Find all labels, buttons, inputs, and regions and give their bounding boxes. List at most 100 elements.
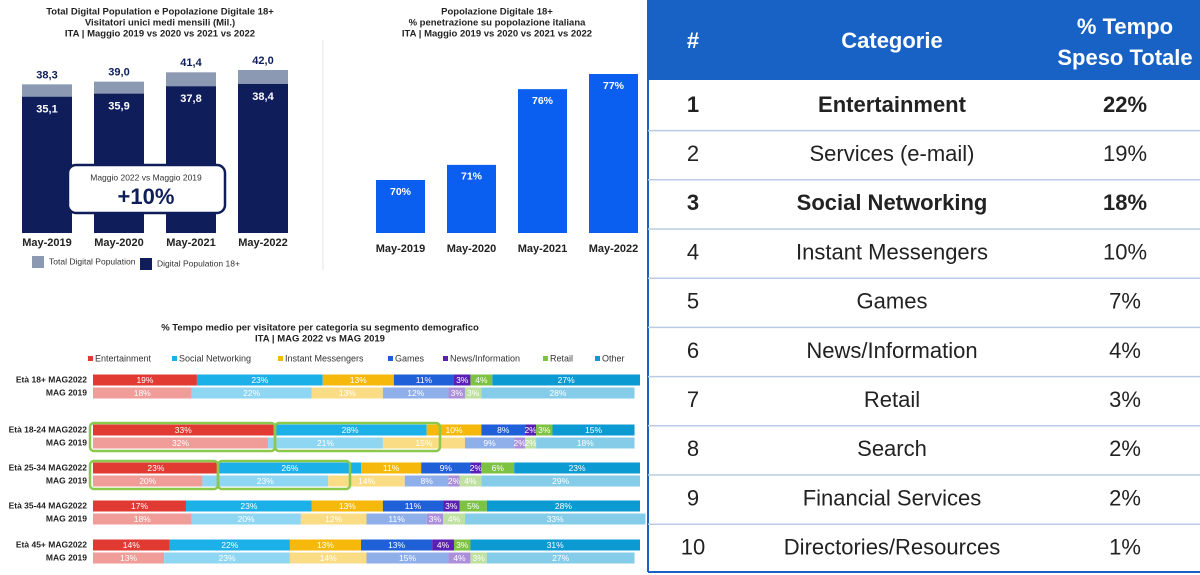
bar-segment (454, 539, 471, 551)
bar-segment (361, 462, 422, 474)
bar-segment (196, 374, 323, 386)
data-label: 3% (538, 425, 551, 435)
bar-segment (525, 424, 537, 436)
data-label: 8% (421, 476, 434, 486)
table-header: % Tempo (1077, 14, 1173, 39)
bar-segment (218, 462, 362, 474)
bar-segment (311, 500, 383, 512)
data-label: 17% (131, 501, 148, 511)
bar-segment (459, 500, 487, 512)
bar-segment (382, 437, 465, 449)
data-label: 3% (456, 375, 469, 385)
data-label: 23% (147, 463, 164, 473)
legend-label: Retail (550, 353, 573, 363)
annotation-box (66, 163, 227, 215)
data-label: 27% (552, 553, 569, 563)
bar-segment (366, 513, 427, 525)
bar (22, 96, 72, 234)
data-label: 11% (416, 375, 433, 385)
data-label: 2% (524, 425, 537, 435)
row-label: Età 45+ MAG2022 (16, 539, 87, 549)
bar-segment (93, 539, 170, 551)
data-label: 31% (547, 540, 564, 550)
row-label: MAG 2019 (46, 552, 87, 562)
data-label: 2% (524, 438, 537, 448)
row-label: Età 18-24 MAG2022 (9, 424, 88, 434)
bar-segment (322, 374, 394, 386)
data-label: 18% (134, 388, 151, 398)
x-tick-label: May-2020 (94, 237, 144, 249)
table-cell: 3 (687, 190, 699, 215)
bar-segment (536, 437, 635, 449)
data-label: 23% (219, 553, 236, 563)
annotation-value: +10% (118, 184, 175, 209)
bar-segment (552, 424, 635, 436)
data-label: 4% (464, 476, 477, 486)
data-label: 9% (440, 463, 453, 473)
table-header: Categorie (841, 28, 942, 53)
legend-label: Games (395, 353, 425, 363)
bar (589, 74, 638, 233)
data-label: 3% (445, 501, 458, 511)
data-label: 4% (448, 514, 461, 524)
legend-swatch (88, 356, 93, 361)
bar-segment (470, 462, 482, 474)
data-label: 28% (342, 425, 359, 435)
bar-segment (404, 475, 449, 487)
data-label: 13% (339, 388, 356, 398)
data-label: 15% (415, 438, 432, 448)
data-label: 37,8 (180, 93, 201, 105)
bar-segment (421, 462, 471, 474)
highlight-box (273, 421, 442, 453)
bar-segment (486, 500, 640, 512)
data-label: 38,3 (36, 69, 57, 81)
bar-segment (202, 475, 329, 487)
data-label: 18% (577, 438, 594, 448)
data-label: 27% (558, 375, 575, 385)
data-label: 3% (429, 514, 442, 524)
row-label: MAG 2019 (46, 513, 87, 523)
data-label: 3% (472, 553, 485, 563)
bar-segment (464, 437, 515, 449)
bar-segment (328, 475, 405, 487)
bar-segment (448, 552, 471, 564)
bar-segment (93, 374, 197, 386)
row-label: Età 25-34 MAG2022 (9, 462, 88, 472)
data-label: 13% (388, 540, 405, 550)
bar-segment (273, 424, 427, 436)
data-label: 3% (451, 388, 464, 398)
table-cell: 8 (687, 436, 699, 461)
data-label: 23% (240, 501, 257, 511)
x-tick-label: May-2019 (22, 237, 72, 249)
table-cell: Retail (864, 387, 920, 412)
data-label: 15% (585, 425, 602, 435)
data-label: 28% (549, 388, 566, 398)
bar-segment (361, 539, 433, 551)
x-tick-label: May-2021 (166, 237, 216, 249)
bar-segment (525, 437, 537, 449)
highlight-box (216, 459, 352, 491)
data-label: 14% (320, 553, 337, 563)
x-tick-label: May-2020 (447, 243, 497, 255)
bar-segment (464, 513, 646, 525)
table-cell: Directories/Resources (784, 535, 1000, 560)
bar-segment (93, 387, 192, 399)
bar-segment (481, 475, 640, 487)
chart-title: ITA | Maggio 2019 vs 2020 vs 2021 vs 202… (65, 29, 255, 40)
data-label: 38,4 (252, 91, 274, 103)
data-label: 70% (390, 186, 412, 198)
data-label: 39,0 (108, 67, 129, 79)
table-cell: 10 (681, 535, 705, 560)
table-cell: 4 (687, 239, 699, 264)
bar-segment (169, 539, 290, 551)
data-label: 33% (175, 425, 192, 435)
bar-segment (164, 552, 290, 564)
bar-segment (185, 500, 312, 512)
table-cell: 2 (687, 141, 699, 166)
data-label: 21% (317, 438, 334, 448)
bar-segment (443, 513, 465, 525)
table-cell: 9 (687, 485, 699, 510)
bar-segment (481, 462, 515, 474)
bar-segment (514, 437, 526, 449)
